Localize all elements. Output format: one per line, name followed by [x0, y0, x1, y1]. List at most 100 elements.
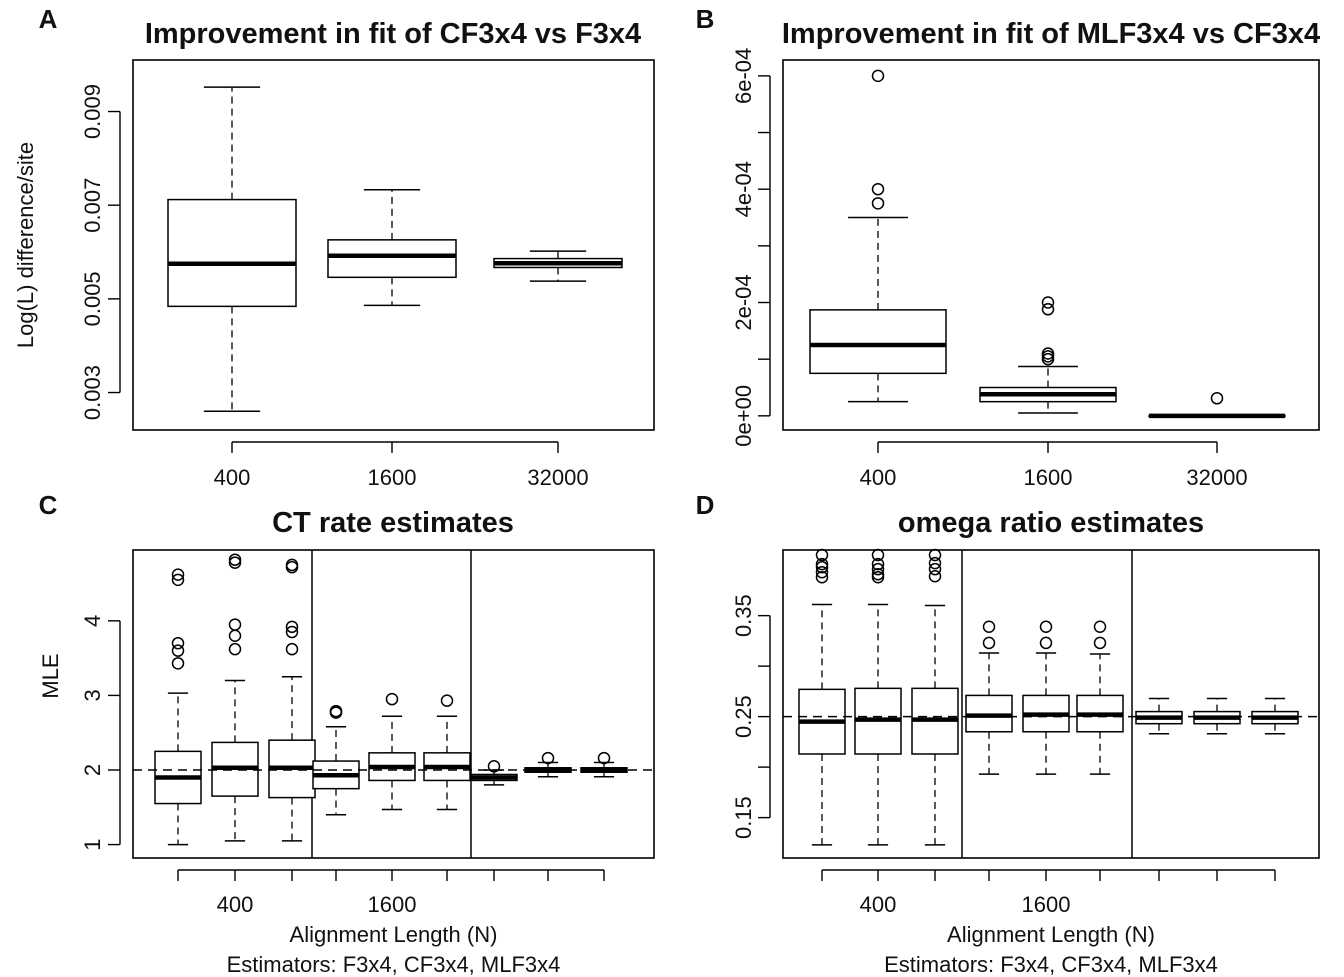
outlier-point [928, 562, 942, 576]
y-tick-label-a: 0.005 [80, 271, 105, 326]
chart-title-a: Improvement in fit of CF3x4 vs F3x4 [145, 18, 641, 50]
y-tick-label-b: 6e-04 [731, 48, 756, 104]
y-tick-label-b: 2e-04 [731, 274, 756, 330]
box-c [312, 704, 360, 816]
outlier-point [1093, 636, 1107, 650]
x-tick-label-b: 32000 [1186, 465, 1247, 490]
outlier-point [1039, 620, 1053, 633]
box-c [580, 751, 628, 778]
x-axis-sublabel-d: Estimators: F3x4, CF3x4, MLF3x4 [884, 952, 1218, 977]
y-axis-label-c: MLE [38, 653, 63, 698]
x-tick-label-b: 1600 [1024, 465, 1073, 490]
box-iqr [809, 309, 947, 375]
box-iqr [167, 198, 297, 308]
x-group-label-d: 1600 [1022, 892, 1071, 917]
outlier-point [171, 573, 185, 587]
outlier-point [815, 571, 829, 584]
x-axis-label-d: Alignment Length (N) [947, 922, 1155, 947]
y-tick-label-d: 0.35 [731, 594, 756, 637]
y-axis-label-a: Log(L) difference/site [13, 142, 38, 348]
box-c [154, 568, 202, 846]
chart-title-d: omega ratio estimates [898, 507, 1204, 539]
panel-letter-c: C [39, 490, 58, 520]
outlier-point [171, 644, 185, 657]
outlier-point [440, 694, 454, 707]
x-tick-label-a: 32000 [527, 465, 588, 490]
x-group-label-c: 1600 [368, 892, 417, 917]
outlier-point [1041, 347, 1055, 360]
x-axis-sublabel-c: Estimators: F3x4, CF3x4, MLF3x4 [227, 952, 561, 977]
chart-title-b: Improvement in fit of MLF3x4 vs CF3x4 [782, 18, 1320, 50]
y-tick-label-d: 0.25 [731, 695, 756, 738]
y-tick-label-a: 0.009 [80, 84, 105, 139]
box-d [798, 548, 846, 846]
outlier-point [871, 567, 885, 581]
outlier-point [928, 570, 942, 583]
y-tick-label-d: 0.15 [731, 796, 756, 839]
x-group-label-c: 400 [217, 892, 254, 917]
outlier-point [487, 760, 501, 773]
outlier-point [1210, 392, 1224, 405]
outlier-point [815, 565, 829, 579]
outlier-point [871, 69, 885, 83]
outlier-point [228, 618, 242, 631]
box-d [854, 548, 902, 846]
box-d [1251, 697, 1299, 735]
box-c [524, 751, 572, 778]
box-c [268, 558, 316, 842]
panel-letter-b: B [696, 4, 715, 34]
outlier-point [982, 636, 996, 650]
outlier-point [928, 556, 942, 570]
y-tick-label-c: 2 [80, 764, 105, 776]
outlier-point [329, 704, 343, 718]
outlier-point [541, 751, 555, 765]
box-d [965, 620, 1013, 775]
box-a [167, 86, 297, 413]
outlier-point [815, 548, 829, 562]
outlier-point [871, 548, 885, 562]
panel-letter-d: D [696, 490, 715, 520]
outlier-point [871, 182, 885, 196]
panel-b: B Improvement in fit of MLF3x4 vs CF3x4 0e… [696, 4, 1321, 490]
box-c [423, 694, 471, 811]
chart-title-c: CT rate estimates [272, 507, 514, 539]
box-a [493, 250, 623, 282]
outlier-point [871, 562, 885, 576]
plot-frame-c [132, 549, 655, 859]
outlier-point [285, 620, 299, 634]
outlier-point [1041, 296, 1055, 309]
outlier-point [815, 557, 829, 571]
outlier-point [171, 636, 185, 650]
box-b [1148, 392, 1286, 419]
box-c [470, 760, 518, 786]
panel-letter-a: A [39, 4, 58, 34]
outlier-point [871, 571, 885, 584]
outlier-point [928, 548, 942, 562]
outlier-point [228, 642, 242, 656]
outlier-point [228, 556, 242, 569]
box-a [327, 188, 457, 307]
y-tick-label-c: 4 [80, 615, 105, 627]
x-axis-label-c: Alignment Length (N) [290, 922, 498, 947]
outlier-point [1041, 303, 1055, 316]
panel-c: C CT rate estimates 1 2 3 4 MLE 400 1600 Alignmen… [38, 490, 655, 977]
x-tick-label-a: 400 [214, 465, 251, 490]
plot-frame-b [782, 59, 1320, 431]
x-tick-label-a: 1600 [368, 465, 417, 490]
outlier-point [171, 568, 185, 581]
y-tick-label-a: 0.007 [80, 178, 105, 233]
box-c [211, 553, 259, 842]
outlier-point [285, 642, 299, 656]
outlier-point [385, 692, 399, 706]
box-iqr [327, 239, 457, 279]
box-b [809, 69, 947, 403]
y-tick-label-b: 0e+00 [731, 385, 756, 447]
outlier-point [228, 553, 242, 566]
plot-frame-a [132, 59, 655, 431]
x-tick-label-b: 400 [860, 465, 897, 490]
box-d [1135, 697, 1183, 735]
panel-a: A Improvement in fit of CF3x4 vs F3x4 0.00… [13, 4, 655, 490]
outlier-point [815, 560, 829, 574]
